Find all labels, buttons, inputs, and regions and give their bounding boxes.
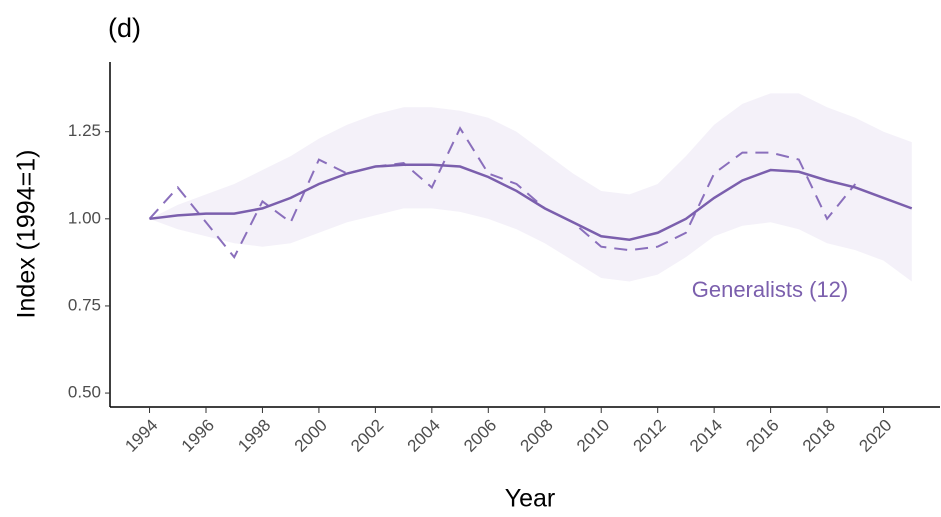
x-tick-label: 2010 [573, 416, 613, 456]
x-tick-label: 2016 [742, 416, 782, 456]
x-axis-title: Year [505, 485, 556, 513]
x-tick-label: 2002 [347, 416, 387, 456]
x-tick-label: 2006 [460, 416, 500, 456]
chart-title: (d) [108, 13, 141, 43]
x-tick-label: 2014 [686, 416, 726, 456]
x-tick-label: 1996 [178, 416, 218, 456]
x-tick-label: 2018 [799, 416, 839, 456]
x-tick-label: 2000 [291, 416, 331, 456]
x-tick-label: 1994 [121, 416, 161, 456]
y-tick-label: 1.25 [68, 121, 101, 140]
y-tick-label: 0.75 [68, 295, 101, 314]
annotation: Generalists (12) [692, 277, 849, 302]
smoothed-trend-line [149, 163, 913, 241]
x-tick-label: 2012 [630, 416, 670, 456]
y-tick-label: 0.50 [68, 383, 101, 402]
x-tick-label: 1998 [234, 416, 274, 456]
x-tick-label: 2020 [855, 416, 895, 456]
x-tick-label: 2004 [404, 416, 444, 456]
y-axis-title: Index (1994=1) [13, 150, 41, 319]
confidence-band [149, 93, 912, 282]
annual-index-line [148, 126, 857, 259]
y-tick-label: 1.00 [68, 208, 101, 227]
x-tick-label: 2008 [517, 416, 557, 456]
